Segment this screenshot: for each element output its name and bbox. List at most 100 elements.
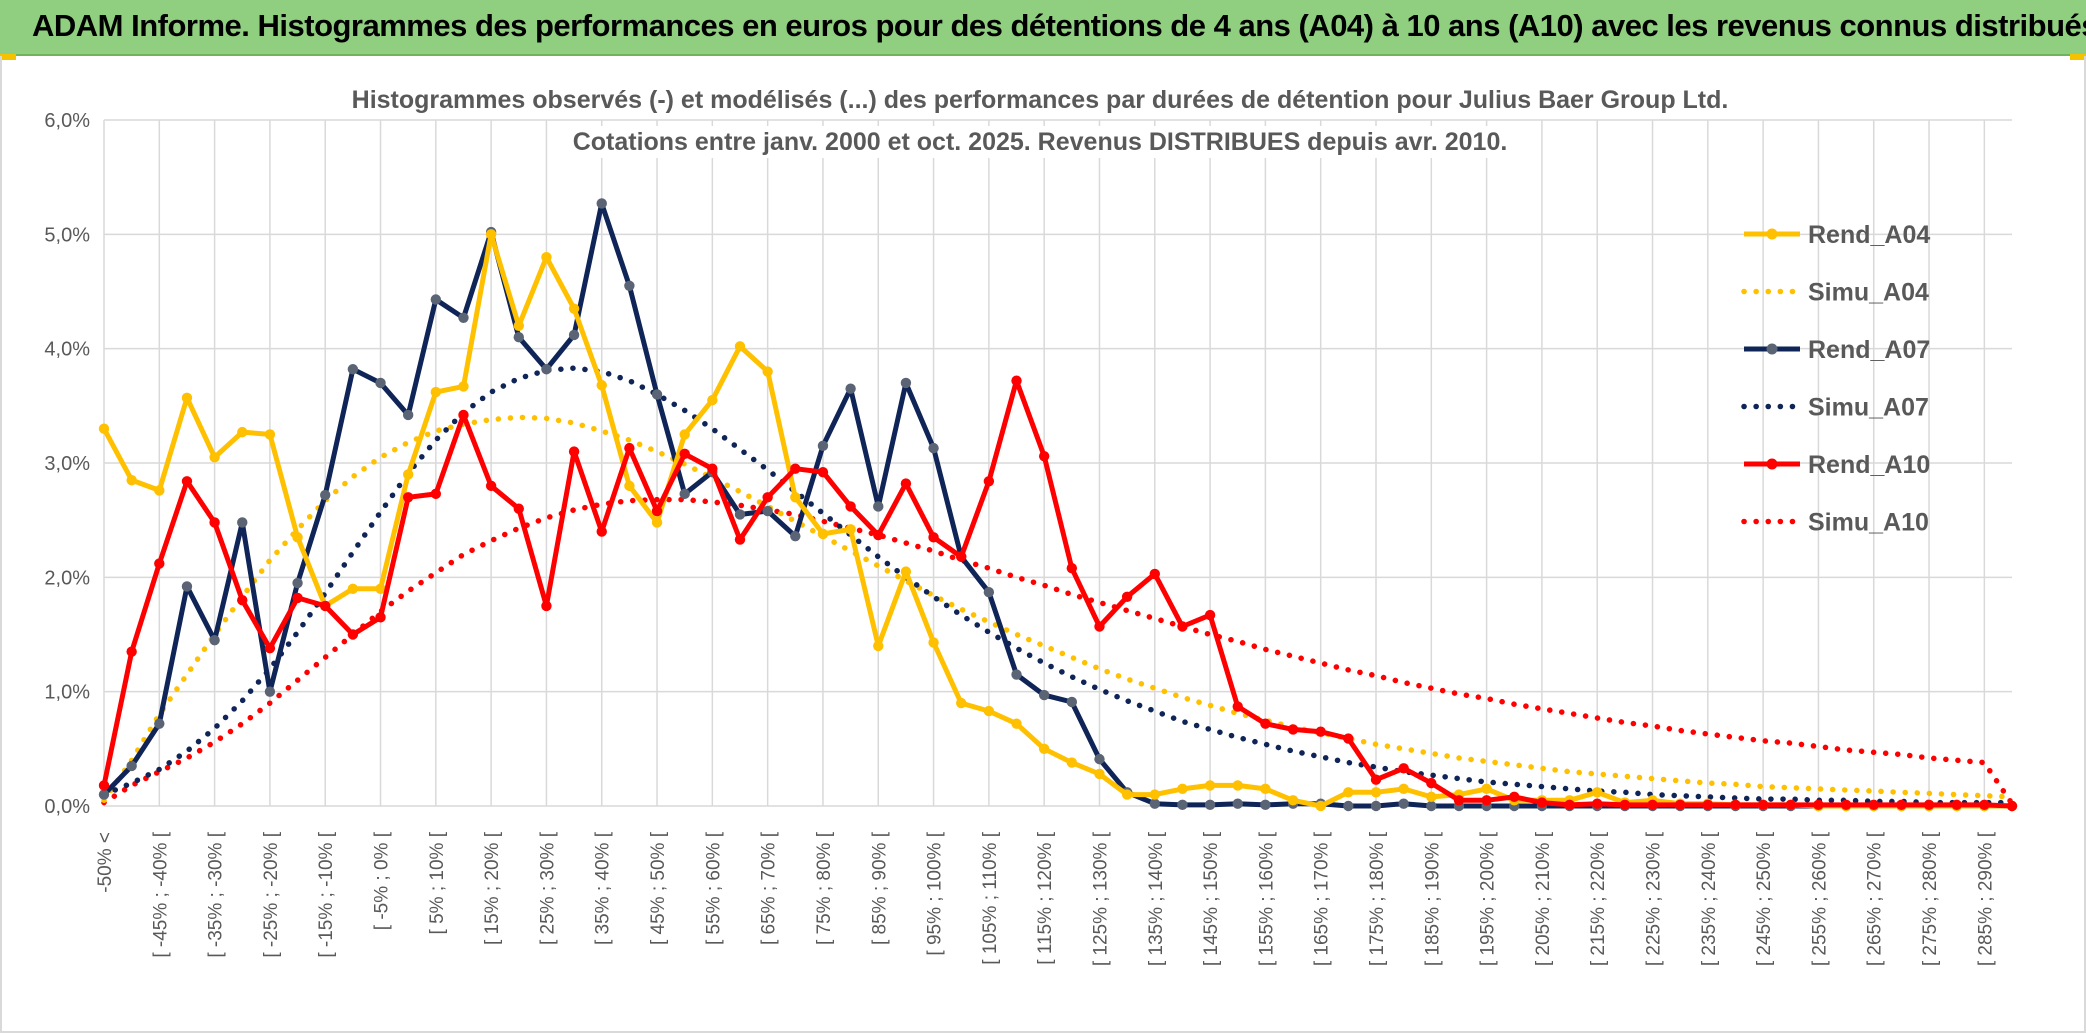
data-point (320, 489, 331, 501)
y-tick-label: 0,0% (44, 796, 90, 818)
data-point (1564, 799, 1575, 811)
data-point (181, 392, 193, 404)
x-tick-label: [ 215% ; 220% [ (1588, 831, 1609, 966)
data-point (1232, 798, 1243, 809)
legend-item-simu-a04: Simu_A04 (1741, 279, 1929, 307)
legend-label: Simu_A07 (1808, 394, 1929, 422)
legend-label: Simu_A04 (1808, 279, 1929, 307)
data-point (1813, 799, 1824, 811)
data-point (956, 551, 967, 562)
x-tick-label: [ -35% ; -30% [ (206, 831, 227, 957)
data-point (568, 303, 580, 314)
data-point (1149, 568, 1160, 580)
data-point (237, 595, 248, 606)
y-tick-label: 4,0% (44, 339, 90, 361)
data-point (1398, 798, 1409, 809)
data-point (956, 697, 967, 709)
data-point (1011, 375, 1022, 386)
data-point (1481, 783, 1492, 795)
data-point (1204, 609, 1216, 621)
data-point (983, 705, 995, 717)
chart-frame (0, 56, 2086, 1033)
series-line-simu-a04 (101, 414, 2015, 804)
data-point (900, 478, 912, 489)
data-point (1038, 743, 1050, 755)
data-point (1398, 783, 1409, 795)
y-tick-label: 5,0% (44, 224, 90, 246)
x-tick-label: [ 275% ; 280% [ (1920, 831, 1941, 966)
data-point (1204, 799, 1216, 811)
data-point (1619, 799, 1631, 811)
data-point (375, 583, 386, 594)
data-point (1094, 768, 1105, 780)
legend-marker (1766, 228, 1778, 240)
legend-item-simu-a07: Simu_A07 (1741, 394, 1929, 422)
data-point (98, 780, 110, 791)
x-tick-label: [ 75% ; 80% [ (814, 831, 835, 945)
data-point (679, 448, 690, 460)
data-point (873, 640, 884, 652)
corner-accent-right (2070, 54, 2086, 60)
data-point (624, 442, 635, 454)
legend-marker (1766, 343, 1778, 355)
data-point (98, 423, 110, 434)
data-point (1343, 733, 1354, 744)
data-point (1038, 689, 1050, 701)
data-point (817, 440, 829, 452)
data-point (1121, 789, 1133, 800)
x-tick-label: [ 135% ; 140% [ (1146, 831, 1167, 966)
data-point (928, 442, 939, 454)
corner-accent-left (0, 54, 16, 60)
data-point (651, 389, 663, 400)
data-point (2006, 800, 2018, 812)
data-point (1011, 669, 1022, 680)
chart-grid (103, 119, 2012, 807)
x-tick-label: [ 175% ; 180% [ (1367, 831, 1388, 966)
x-tick-label: [ -45% ; -40% [ (150, 831, 171, 957)
data-point (983, 476, 995, 487)
x-tick-label: [ 165% ; 170% [ (1312, 831, 1333, 966)
data-point (624, 280, 635, 291)
series-rend-a10 (98, 375, 2018, 812)
data-point (679, 488, 690, 500)
series-line-rend-a10 (101, 378, 2013, 809)
x-tick-label: -50% < (95, 832, 116, 893)
data-point (1177, 783, 1188, 795)
data-point (790, 463, 801, 474)
data-point (98, 789, 110, 800)
data-point (513, 320, 524, 331)
y-tick-label: 1,0% (44, 682, 90, 704)
x-tick-label: [ 245% ; 250% [ (1754, 831, 1775, 966)
data-point (209, 635, 220, 646)
y-tick-label: 3,0% (44, 453, 90, 475)
data-point (817, 528, 829, 540)
x-tick-label: [ 65% ; 70% [ (759, 831, 780, 945)
data-point (1509, 791, 1520, 803)
data-point (292, 592, 303, 604)
data-point (1066, 757, 1078, 768)
data-point (900, 377, 912, 389)
data-point (375, 377, 386, 389)
data-point (181, 476, 193, 487)
data-point (873, 501, 884, 512)
data-point (1536, 797, 1548, 808)
data-point (1840, 799, 1852, 811)
x-axis-ticks: -50% < [ -45% ; -40% [[ -35% ; -30% [[ -2… (95, 831, 1996, 966)
data-point (1260, 799, 1271, 811)
y-axis-ticks: 0,0% 1,0% 2,0% 3,0% 4,0% 5,0% 6,0% (44, 110, 90, 818)
data-point (1232, 701, 1243, 712)
chart-series (98, 198, 2018, 812)
data-point (237, 517, 248, 528)
x-tick-label: [ 145% ; 150% [ (1201, 831, 1222, 966)
data-point (154, 718, 165, 729)
data-point (347, 583, 359, 594)
report-title: ADAM Informe. Histogrammes des performan… (32, 8, 2086, 43)
x-tick-label: [ 265% ; 270% [ (1865, 831, 1886, 966)
x-tick-label: [ 235% ; 240% [ (1699, 831, 1720, 966)
data-point (900, 566, 912, 577)
data-point (1785, 799, 1796, 811)
data-point (1094, 621, 1105, 632)
legend-label: Rend_A04 (1808, 221, 1930, 249)
data-point (1398, 763, 1409, 774)
data-point (928, 637, 939, 648)
